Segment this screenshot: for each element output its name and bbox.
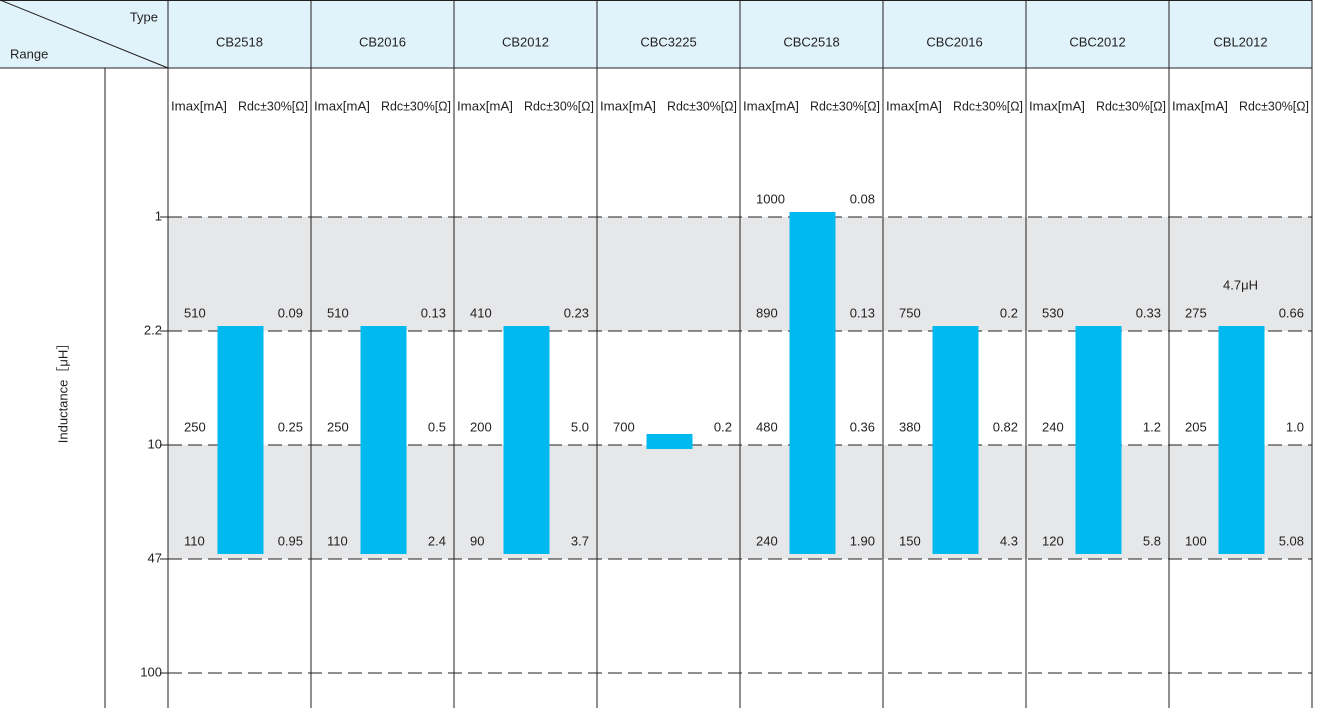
column-header: CB2012 xyxy=(502,34,549,49)
sub-imax: Imax[mA] xyxy=(457,98,513,113)
imax-label: 240 xyxy=(1042,419,1064,434)
imax-label: 250 xyxy=(327,419,349,434)
range-bar xyxy=(646,434,693,449)
sub-imax: Imax[mA] xyxy=(600,98,656,113)
column-header: CBC2518 xyxy=(783,34,839,49)
imax-label: 110 xyxy=(327,533,348,548)
rdc-label: 0.5 xyxy=(428,419,446,434)
rdc-label: 0.33 xyxy=(1136,305,1161,320)
imax-label: 120 xyxy=(1042,533,1064,548)
sub-imax: Imax[mA] xyxy=(171,98,227,113)
range-bar xyxy=(1075,326,1122,554)
y-tick-label: 2.2 xyxy=(144,322,162,337)
imax-label: 480 xyxy=(756,419,778,434)
sub-rdc: Rdc±30%[Ω] xyxy=(667,98,737,113)
imax-label: 1000 xyxy=(756,191,785,206)
rdc-label: 0.08 xyxy=(850,191,875,206)
range-bar xyxy=(789,212,836,554)
range-bar xyxy=(360,326,407,554)
imax-label: 530 xyxy=(1042,305,1064,320)
y-tick-label: 10 xyxy=(148,436,162,451)
rdc-label: 2.4 xyxy=(428,533,446,548)
imax-label: 200 xyxy=(470,419,492,434)
y-tick-label: 100 xyxy=(140,664,162,679)
rdc-label: 0.82 xyxy=(993,419,1018,434)
imax-label: 380 xyxy=(899,419,921,434)
y-tick-label: 1 xyxy=(155,208,162,223)
imax-label: 205 xyxy=(1185,419,1207,434)
corner-type: Type xyxy=(130,9,158,24)
imax-label: 510 xyxy=(184,305,206,320)
rdc-label: 0.13 xyxy=(850,305,875,320)
sub-imax: Imax[mA] xyxy=(1172,98,1228,113)
imax-label: 275 xyxy=(1185,305,1207,320)
header-bg xyxy=(0,0,1312,68)
rdc-label: 5.0 xyxy=(571,419,589,434)
imax-label: 750 xyxy=(899,305,921,320)
sub-imax: Imax[mA] xyxy=(1029,98,1085,113)
imax-label: 410 xyxy=(470,305,492,320)
rdc-label: 0.95 xyxy=(278,533,303,548)
column-header: CBL2012 xyxy=(1213,34,1267,49)
sub-rdc: Rdc±30%[Ω] xyxy=(1096,98,1166,113)
rdc-label: 1.90 xyxy=(850,533,875,548)
sub-rdc: Rdc±30%[Ω] xyxy=(238,98,308,113)
rdc-label: 0.66 xyxy=(1279,305,1304,320)
sub-imax: Imax[mA] xyxy=(886,98,942,113)
rdc-label: 0.23 xyxy=(564,305,589,320)
rdc-label: 1.2 xyxy=(1143,419,1161,434)
rdc-label: 0.2 xyxy=(714,419,732,434)
imax-label: 250 xyxy=(184,419,206,434)
sub-rdc: Rdc±30%[Ω] xyxy=(1239,98,1309,113)
rdc-label: 3.7 xyxy=(571,533,589,548)
corner-range: Range xyxy=(10,46,48,61)
note: 4.7μH xyxy=(1223,277,1258,292)
column-header: CB2518 xyxy=(216,34,263,49)
imax-label: 510 xyxy=(327,305,349,320)
column-header: CBC2012 xyxy=(1069,34,1125,49)
range-bar xyxy=(1218,326,1265,554)
imax-label: 890 xyxy=(756,305,778,320)
imax-label: 150 xyxy=(899,533,921,548)
sub-rdc: Rdc±30%[Ω] xyxy=(381,98,451,113)
column-header: CBC3225 xyxy=(640,34,696,49)
range-bar xyxy=(932,326,979,554)
rdc-label: 0.25 xyxy=(278,419,303,434)
column-header: CB2016 xyxy=(359,34,406,49)
sub-rdc: Rdc±30%[Ω] xyxy=(953,98,1023,113)
y-tick-label: 47 xyxy=(148,550,162,565)
sub-imax: Imax[mA] xyxy=(314,98,370,113)
imax-label: 240 xyxy=(756,533,778,548)
rdc-label: 0.36 xyxy=(850,419,875,434)
rdc-label: 5.8 xyxy=(1143,533,1161,548)
range-bar xyxy=(503,326,550,554)
imax-label: 100 xyxy=(1185,533,1207,548)
rdc-label: 5.08 xyxy=(1279,533,1304,548)
rdc-label: 0.13 xyxy=(421,305,446,320)
imax-label: 700 xyxy=(613,419,635,434)
rdc-label: 0.09 xyxy=(278,305,303,320)
rdc-label: 1.0 xyxy=(1286,419,1304,434)
range-bar xyxy=(217,326,264,554)
imax-label: 90 xyxy=(470,533,484,548)
column-header: CBC2016 xyxy=(926,34,982,49)
sub-rdc: Rdc±30%[Ω] xyxy=(810,98,880,113)
rdc-label: 0.2 xyxy=(1000,305,1018,320)
rdc-label: 4.3 xyxy=(1000,533,1018,548)
y-axis-label: Inductance［μH］ xyxy=(55,337,70,443)
sub-imax: Imax[mA] xyxy=(743,98,799,113)
imax-label: 110 xyxy=(184,533,205,548)
sub-rdc: Rdc±30%[Ω] xyxy=(524,98,594,113)
corner-diagonal xyxy=(0,0,169,69)
